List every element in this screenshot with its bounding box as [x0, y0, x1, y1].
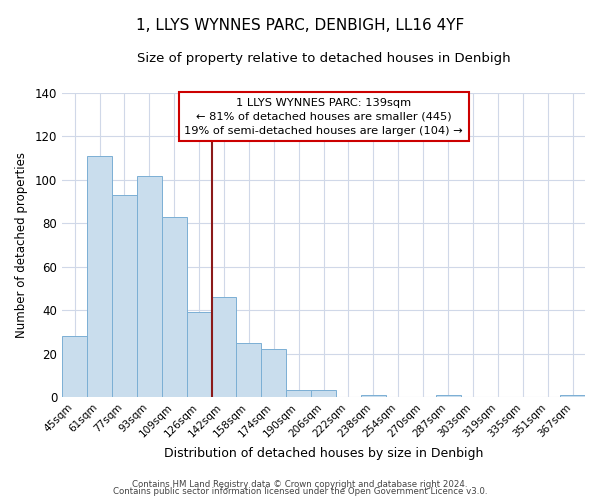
Text: 1, LLYS WYNNES PARC, DENBIGH, LL16 4YF: 1, LLYS WYNNES PARC, DENBIGH, LL16 4YF: [136, 18, 464, 32]
Bar: [187, 312, 212, 397]
Bar: [212, 297, 236, 397]
Bar: [262, 349, 286, 397]
X-axis label: Distribution of detached houses by size in Denbigh: Distribution of detached houses by size …: [164, 447, 483, 460]
Bar: [286, 390, 311, 397]
Bar: [62, 336, 87, 397]
Bar: [311, 390, 336, 397]
Bar: [560, 395, 585, 397]
Bar: [137, 176, 162, 397]
Bar: [162, 217, 187, 397]
Text: 1 LLYS WYNNES PARC: 139sqm
← 81% of detached houses are smaller (445)
19% of sem: 1 LLYS WYNNES PARC: 139sqm ← 81% of deta…: [184, 98, 463, 136]
Bar: [361, 395, 386, 397]
Bar: [236, 342, 262, 397]
Bar: [112, 195, 137, 397]
Text: Contains HM Land Registry data © Crown copyright and database right 2024.: Contains HM Land Registry data © Crown c…: [132, 480, 468, 489]
Y-axis label: Number of detached properties: Number of detached properties: [15, 152, 28, 338]
Bar: [87, 156, 112, 397]
Text: Contains public sector information licensed under the Open Government Licence v3: Contains public sector information licen…: [113, 487, 487, 496]
Title: Size of property relative to detached houses in Denbigh: Size of property relative to detached ho…: [137, 52, 511, 66]
Bar: [436, 395, 461, 397]
